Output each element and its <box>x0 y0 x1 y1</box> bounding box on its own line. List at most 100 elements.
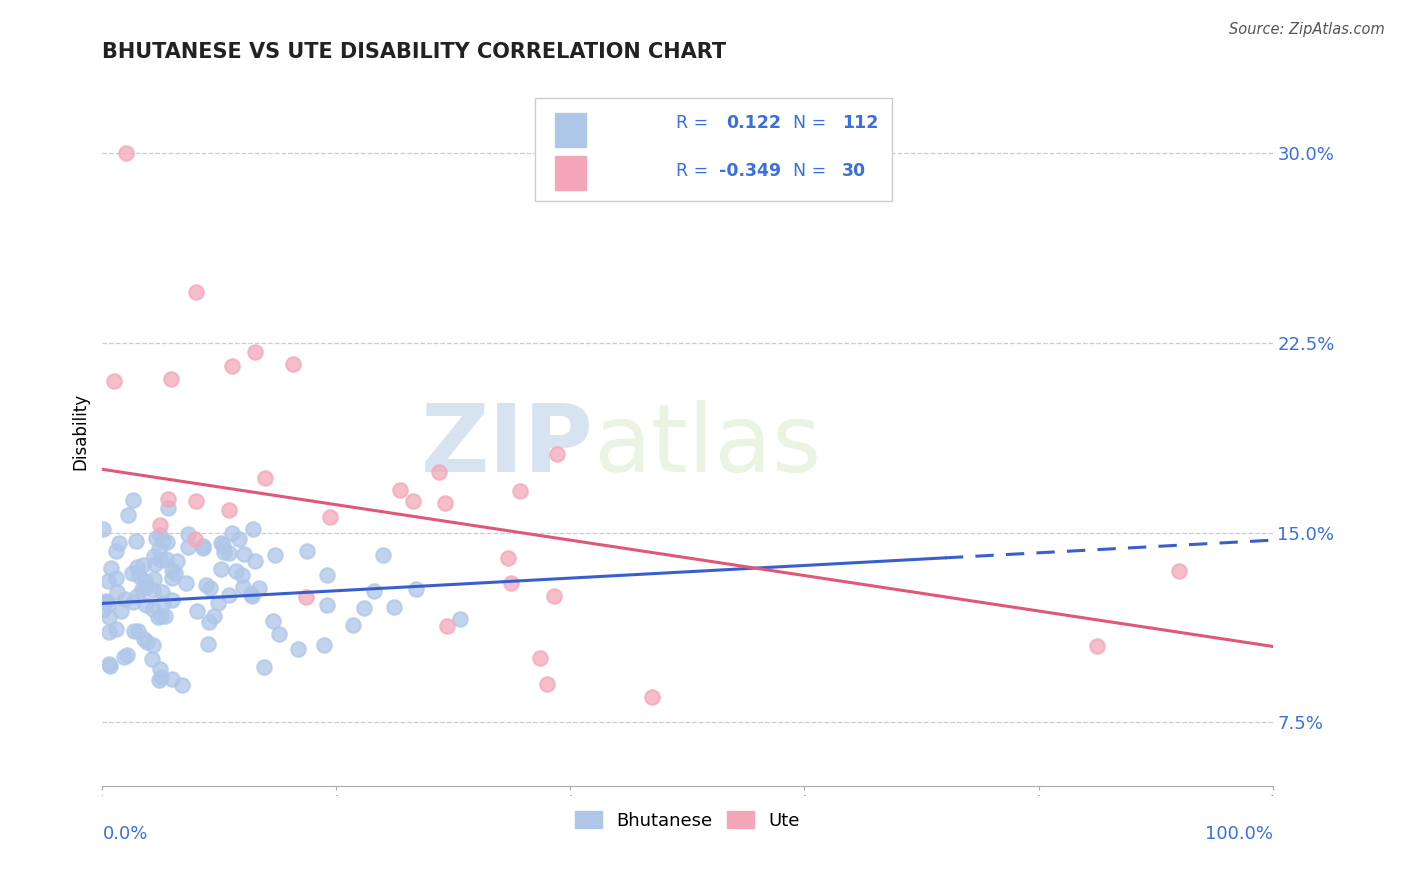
Point <box>105 543 128 558</box>
Point <box>98 657 121 671</box>
Point <box>149 609 172 624</box>
FancyBboxPatch shape <box>536 98 893 202</box>
Text: 0.122: 0.122 <box>725 114 782 132</box>
Point <box>184 532 207 546</box>
Point <box>405 582 427 596</box>
Point <box>125 533 148 548</box>
Point <box>156 500 179 515</box>
Point <box>160 372 183 386</box>
Point <box>135 598 157 612</box>
Point <box>155 552 177 566</box>
Point <box>121 493 143 508</box>
Point <box>221 526 243 541</box>
Point <box>156 534 179 549</box>
Point <box>221 359 243 374</box>
Point <box>153 609 176 624</box>
Point <box>314 638 336 652</box>
Point <box>177 541 200 555</box>
Text: -0.349: -0.349 <box>718 161 782 180</box>
Point <box>211 538 233 552</box>
Point <box>231 568 253 582</box>
Point <box>197 636 219 650</box>
Point <box>186 604 208 618</box>
Point <box>149 662 172 676</box>
Point <box>96 598 118 612</box>
Point <box>149 527 172 541</box>
Point <box>176 576 198 591</box>
Point <box>122 624 145 639</box>
Point <box>194 578 217 592</box>
Point <box>134 574 156 588</box>
Point <box>157 491 180 506</box>
Point <box>160 672 183 686</box>
Point <box>382 600 405 615</box>
Point <box>170 678 193 692</box>
Bar <box>555 156 586 190</box>
Point <box>104 570 127 584</box>
Point <box>125 589 148 603</box>
Point <box>240 587 263 601</box>
Point <box>283 357 305 371</box>
Text: 100.0%: 100.0% <box>1205 824 1272 843</box>
Point <box>125 560 148 574</box>
Point <box>1085 640 1108 654</box>
Text: R =: R = <box>676 114 709 132</box>
Point <box>287 642 309 657</box>
Point <box>247 581 270 595</box>
Point <box>207 596 229 610</box>
Text: BHUTANESE VS UTE DISABILITY CORRELATION CHART: BHUTANESE VS UTE DISABILITY CORRELATION … <box>103 42 727 62</box>
Point <box>103 374 125 388</box>
Point <box>233 547 256 561</box>
Point <box>100 561 122 575</box>
Point <box>1167 564 1189 578</box>
Point <box>127 624 149 638</box>
Point <box>149 518 172 533</box>
Point <box>160 571 183 585</box>
Point <box>166 554 188 568</box>
Point <box>145 531 167 545</box>
Point <box>198 615 221 629</box>
Point <box>104 622 127 636</box>
Point <box>142 638 165 652</box>
Point <box>371 548 394 562</box>
Text: ZIP: ZIP <box>420 400 593 491</box>
Point <box>436 619 458 633</box>
Point <box>242 522 264 536</box>
Point <box>121 566 143 580</box>
Point <box>209 536 232 550</box>
Point <box>141 652 163 666</box>
Point <box>108 535 131 549</box>
Point <box>132 558 155 572</box>
Point <box>536 677 558 691</box>
Point <box>191 539 214 553</box>
Point <box>121 595 143 609</box>
Point <box>112 650 135 665</box>
Point <box>433 496 456 510</box>
Point <box>228 532 250 546</box>
Point <box>91 522 114 536</box>
Point <box>353 601 375 615</box>
Point <box>267 626 290 640</box>
Point <box>316 599 339 613</box>
Point <box>142 583 165 598</box>
Point <box>114 591 136 606</box>
Point <box>318 510 340 524</box>
Point <box>218 503 240 517</box>
Point <box>115 648 138 662</box>
Point <box>363 584 385 599</box>
Point <box>402 493 425 508</box>
Point <box>142 602 165 616</box>
Point <box>184 285 207 300</box>
Point <box>209 562 232 576</box>
Point <box>295 590 318 604</box>
Point <box>132 632 155 646</box>
Point <box>150 584 173 599</box>
Text: 30: 30 <box>842 161 866 180</box>
Point <box>202 608 225 623</box>
Text: 0.0%: 0.0% <box>103 824 148 843</box>
Point <box>110 604 132 618</box>
Point <box>94 595 117 609</box>
Point <box>97 625 120 640</box>
Point <box>114 146 136 161</box>
Point <box>316 567 339 582</box>
